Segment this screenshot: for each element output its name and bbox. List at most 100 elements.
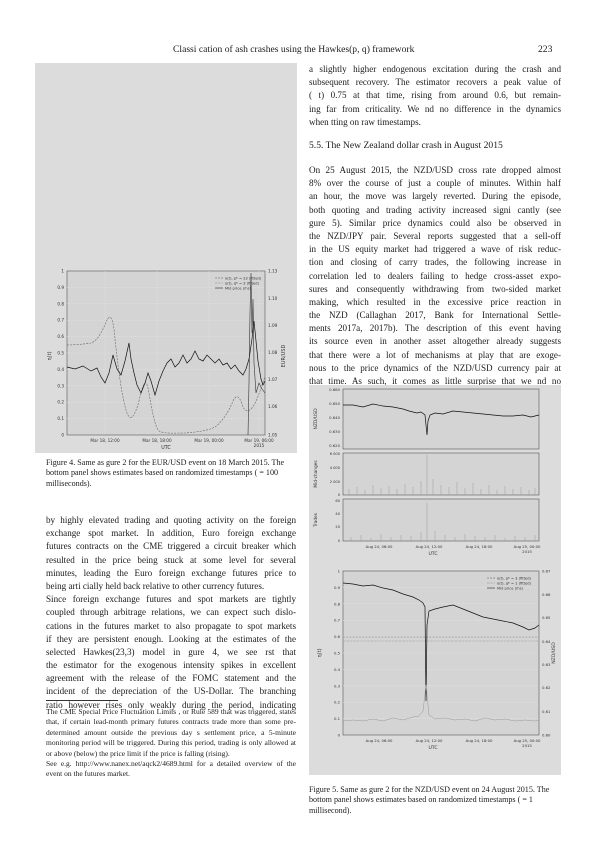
tick-label: 2 000 (330, 480, 341, 484)
tick-label: 0.65 (542, 615, 551, 620)
legend-entry: η(t), q* = 1 (fitted) (497, 581, 532, 585)
footnote-rule (46, 700, 118, 701)
text-line: making, which resulted in the excessive … (309, 296, 561, 307)
tick-label: 0.2 (334, 700, 341, 705)
legend-entry: Mid price (rhs) (497, 586, 524, 590)
text-line: when tting on raw timestamps. (309, 116, 421, 127)
tick-label: 0.4 (334, 667, 341, 672)
tick-label: 0.3 (57, 383, 64, 388)
tick-label: 0.620 (329, 443, 340, 448)
right-col-intro: a slightly higher endogenous excitation … (309, 63, 561, 129)
tick-label: 0.1 (334, 716, 341, 721)
x-axis-label: UTC (428, 745, 437, 751)
tick-label: 0.60 (542, 733, 551, 738)
trades-bars (350, 503, 536, 541)
text-line: an hour, the move was largely reverted. … (309, 191, 561, 202)
tick-label: Mar 19, 00:00 (194, 438, 224, 443)
text-line: subsequent recovery. The estimator recov… (309, 77, 561, 88)
tick-label: 0.9 (57, 285, 64, 290)
text-line: if they are persistent enough. Looking a… (46, 633, 296, 644)
tick-label: Aug 25, 00:00 (514, 738, 541, 743)
text-line: in the US equity market had triggered a … (309, 244, 561, 255)
text-line: gure 5). Similar price dynamics could al… (309, 217, 561, 228)
tick-label: 0 (338, 733, 341, 738)
text-line: coupled through arbitrage relations, we … (46, 607, 296, 618)
text-line: cations in the futures market to also pr… (46, 620, 296, 631)
tick-label: 0.8 (334, 601, 341, 606)
tick-label: 1.08 (268, 350, 278, 355)
tick-label: 60 (335, 499, 340, 503)
figure-4-chart: η(t), p* = 23 (fitted) η(t), q* = 3 (fit… (47, 269, 287, 452)
text-line: ratio however rises only weakly during t… (46, 699, 296, 710)
tick-label: 0.63 (542, 662, 551, 667)
tick-label: Aug 25, 00:00 (514, 544, 541, 549)
y-axis-label: NZD/USD (313, 408, 319, 430)
y-axis-label-right: EUR/USD (281, 345, 287, 368)
tick-label: 0.660 (329, 387, 340, 392)
eta-dashed-series (66, 317, 266, 434)
tick-label: 40 (335, 512, 340, 516)
mid-price-series (342, 582, 540, 702)
text-line: 8% over the course of just a couple of m… (309, 178, 561, 189)
section-heading: 5.5. The New Zealand dollar crash in Aug… (309, 140, 503, 151)
tick-label: 0.6 (334, 634, 341, 639)
tick-label: 6 000 (330, 452, 341, 456)
footnotes: The CME Special Price Fluctuation Limits… (46, 707, 296, 780)
tick-label: 0.5 (334, 651, 341, 656)
figure-5: 0.660 0.650 0.640 0.630 0.620 NZD/USD 6 … (309, 385, 561, 775)
tick-label: 20 (335, 525, 340, 529)
tick-label: 0.7 (57, 318, 64, 323)
text-line: the estimator for the exogenous intensit… (46, 660, 296, 671)
footnote: The CME Special Price Fluctuation Limits… (46, 707, 296, 758)
text-line: being arti cially held back relative to … (46, 580, 265, 591)
x-axis-label: UTC (428, 551, 437, 557)
text-line: by highly elevated trading and quoting a… (46, 515, 296, 525)
y-axis-label: Trades (313, 512, 319, 528)
tick-label: 0.2 (57, 400, 64, 405)
tick-label: 0.62 (542, 685, 551, 690)
tick-label: 1.07 (268, 377, 278, 382)
tick-label: 0.64 (542, 639, 551, 644)
tick-label: 0.4 (57, 367, 64, 372)
tick-label: 4 000 (330, 466, 341, 470)
tick-label: 0.640 (329, 415, 340, 420)
text-line: that there were a lot of mechanisms at p… (309, 349, 561, 360)
tick-label: 0.61 (542, 709, 551, 714)
tick-label: 1.09 (268, 323, 278, 328)
mid-changes-bars (348, 455, 536, 495)
text-line: exchange spot market. In addition, Euro … (46, 528, 296, 539)
tick-label: 0.630 (329, 429, 340, 434)
tick-label: 0.6 (57, 334, 64, 339)
legend-entry: Mid price (rhs) (225, 286, 252, 290)
tick-label: 2015 (522, 549, 532, 554)
legend-entry: η(t), p* = 23 (fitted) (225, 276, 262, 280)
tick-label: 2015 (254, 443, 265, 448)
tick-label: 1.06 (268, 404, 278, 409)
text-line: a slightly higher endogenous excitation … (309, 64, 561, 74)
page-number: 223 (538, 44, 553, 55)
mid-price-series (66, 320, 266, 397)
y-axis-label: Mid-changes (313, 460, 319, 488)
text-line: On 25 August 2015, the NZD/USD cross rat… (309, 165, 561, 175)
tick-label: Mar 19, 06:00 (244, 438, 274, 443)
text-line: Since foreign exchange futures and spot … (46, 594, 296, 605)
text-line: minutes, leading the Euro foreign exchan… (46, 567, 296, 578)
text-line: futures contracts on the CME triggered a… (46, 541, 296, 552)
y-axis-label-right: NZD/USD (551, 642, 557, 664)
figure-5-chart: 0.660 0.650 0.640 0.630 0.620 NZD/USD 6 … (313, 387, 557, 751)
text-line: both quoting and trading activity increa… (309, 204, 561, 215)
text-line: ing far from criticality. We nd no diffe… (309, 103, 561, 114)
tick-label: Aug 24, 18:00 (466, 544, 493, 549)
legend-entry: η(t), q* = 3 (fitted) (225, 281, 260, 285)
tick-label: Aug 24, 18:00 (466, 738, 493, 743)
nzd-paragraph: On 25 August 2015, the NZD/USD cross rat… (309, 164, 561, 388)
text-line: selected Hawkes(23,3) model in gure 4, w… (46, 646, 296, 657)
tick-label: 0 (338, 493, 341, 497)
tick-label: 0.67 (542, 569, 551, 574)
eta-noise-series (342, 684, 540, 722)
text-line: ments 2017a, 2017b). The description of … (309, 323, 561, 334)
tick-label: 0.66 (542, 592, 551, 597)
text-line: sures and consequently withdrawing from … (309, 283, 561, 294)
tick-label: 0.3 (334, 683, 341, 688)
tick-label: Aug 24, 06:00 (366, 544, 393, 549)
